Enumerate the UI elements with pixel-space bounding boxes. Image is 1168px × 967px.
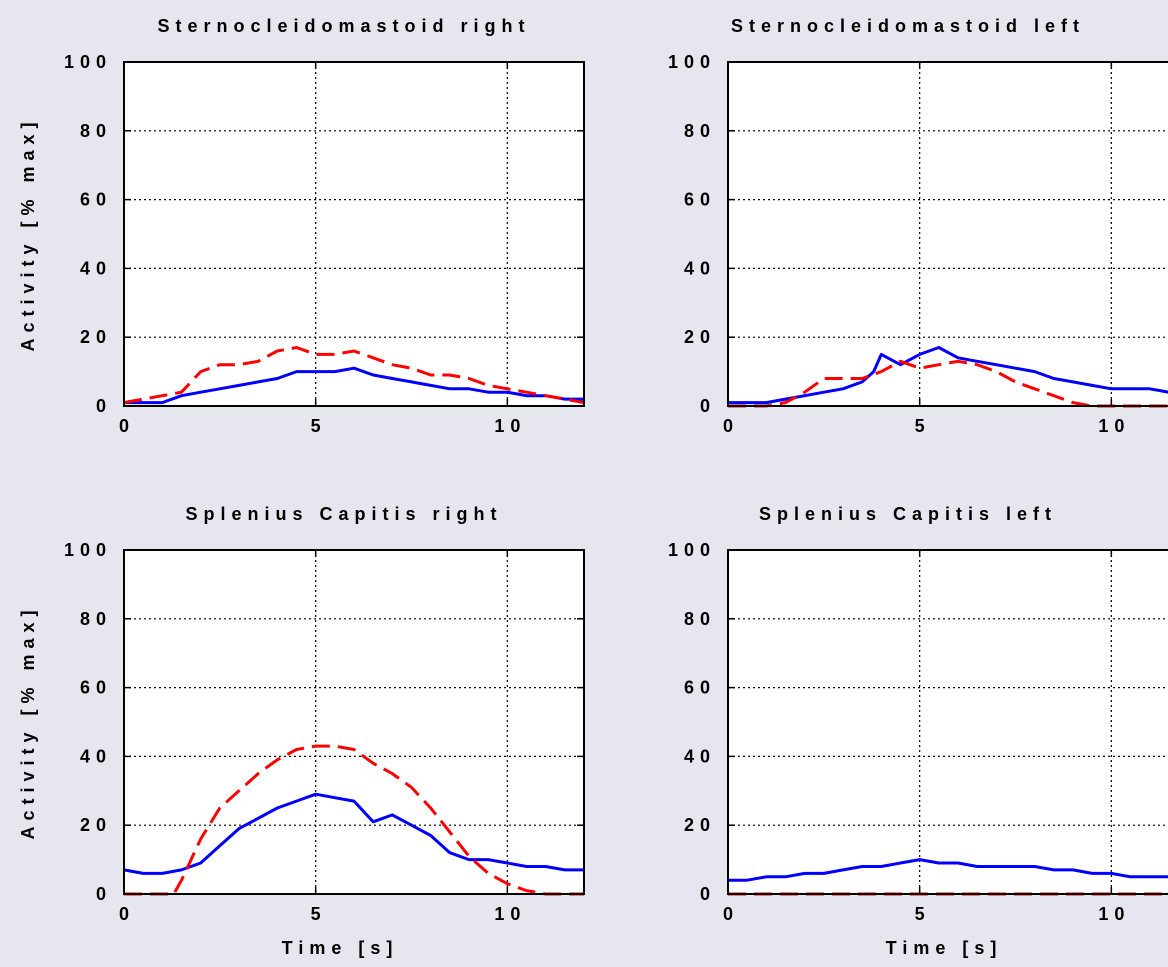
y-tick-label: 0: [96, 396, 112, 416]
series-line-solid: [728, 346, 1168, 405]
plot-area: [728, 550, 1168, 894]
axes-frame: [727, 549, 1168, 895]
y-tick-label: 0: [700, 396, 716, 416]
series-line-solid: [124, 366, 584, 405]
y-tick-label: 60: [684, 678, 716, 698]
y-axis-label: Activity [% max]: [18, 116, 38, 351]
y-tick-label: 40: [684, 258, 716, 278]
x-tick-label: 5: [915, 416, 931, 436]
x-axis-label: Time [s]: [282, 938, 399, 958]
chart-title: Splenius Capitis right: [185, 504, 502, 524]
series-line-dashed: [124, 744, 584, 896]
y-tick-label: 100: [64, 52, 112, 72]
x-tick-label: 0: [723, 416, 739, 436]
x-tick-label: 0: [119, 416, 135, 436]
y-tick-label: 40: [80, 746, 112, 766]
y-tick-label: 60: [80, 190, 112, 210]
axes-frame: [123, 61, 585, 407]
x-tick-label: 5: [311, 904, 327, 924]
y-tick-label: 60: [684, 190, 716, 210]
y-tick-label: 100: [64, 540, 112, 560]
y-axis-label: Activity [% max]: [18, 604, 38, 839]
x-tick-label: 0: [723, 904, 739, 924]
y-tick-label: 20: [80, 815, 112, 835]
y-tick-label: 40: [80, 258, 112, 278]
y-tick-label: 20: [684, 815, 716, 835]
series-line-solid: [728, 858, 1168, 882]
y-tick-label: 100: [668, 540, 716, 560]
y-tick-label: 60: [80, 678, 112, 698]
x-axis-label: Time [s]: [886, 938, 1003, 958]
plot-area: [124, 62, 584, 406]
series-line-solid: [123, 792, 584, 875]
x-tick-label: 10: [494, 904, 526, 924]
axes-frame: [727, 61, 1168, 407]
chart-title: Sternocleidomastoid right: [157, 16, 530, 36]
y-tick-label: 20: [684, 327, 716, 347]
y-tick-label: 20: [80, 327, 112, 347]
y-tick-label: 80: [684, 121, 716, 141]
x-tick-label: 10: [1098, 904, 1130, 924]
y-tick-label: 80: [80, 609, 112, 629]
y-tick-label: 0: [96, 884, 112, 904]
x-tick-label: 10: [494, 416, 526, 436]
y-tick-label: 40: [684, 746, 716, 766]
x-tick-label: 5: [915, 904, 931, 924]
chart-title: Sternocleidomastoid left: [731, 16, 1085, 36]
x-tick-label: 5: [311, 416, 327, 436]
axes-frame: [123, 549, 585, 895]
x-tick-label: 10: [1098, 416, 1130, 436]
y-tick-label: 80: [80, 121, 112, 141]
x-tick-label: 0: [119, 904, 135, 924]
plot-area: [728, 62, 1168, 406]
chart-title: Splenius Capitis left: [759, 504, 1057, 524]
y-tick-label: 80: [684, 609, 716, 629]
y-tick-label: 0: [700, 884, 716, 904]
plot-area: [124, 550, 584, 894]
y-tick-label: 100: [668, 52, 716, 72]
